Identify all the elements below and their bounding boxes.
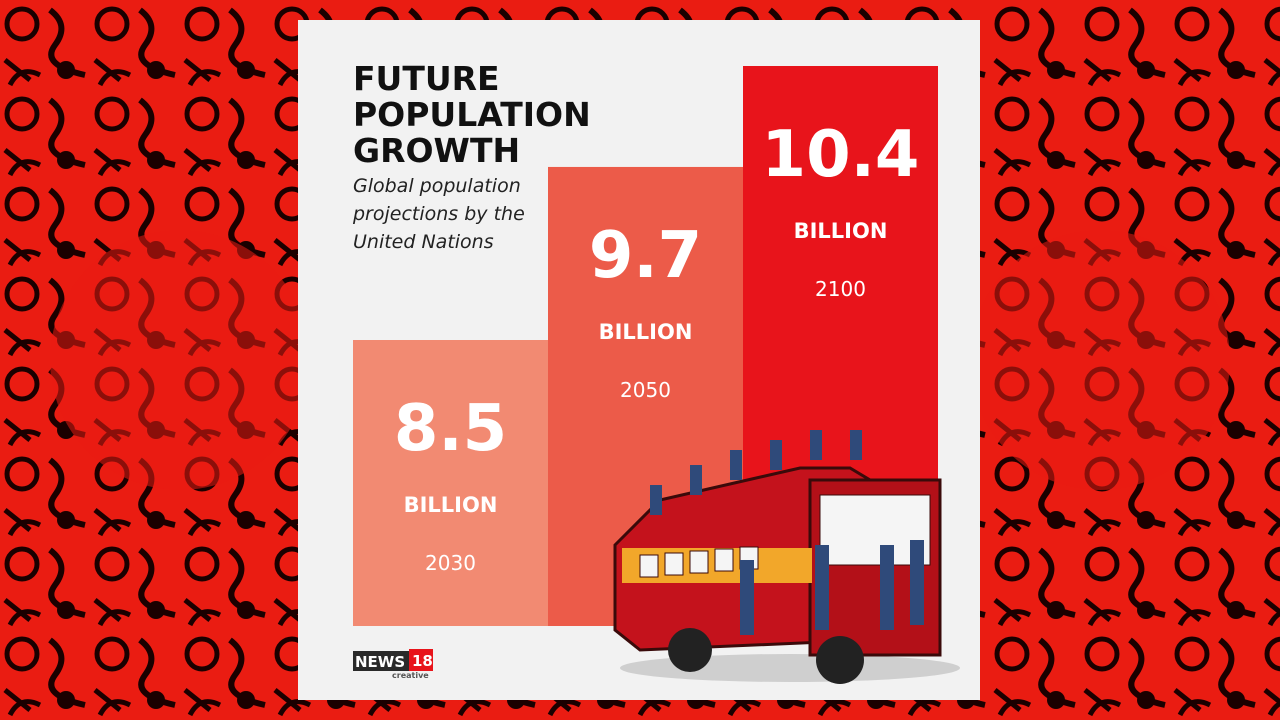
bar [353, 340, 548, 626]
value-label: 9.7 [589, 219, 702, 293]
category-label: 2030 [425, 551, 476, 575]
logo-number: 18 [412, 652, 433, 670]
chart-subtitle: Global population projections by the Unite… [352, 175, 525, 253]
logo: NEWS 18 creative [353, 649, 433, 680]
unit-label: BILLION [599, 320, 693, 344]
category-label: 2100 [815, 277, 866, 301]
value-label: 10.4 [762, 118, 920, 192]
logo-brand: NEWS [355, 653, 405, 671]
background-disc [970, 230, 1230, 490]
bus-illustration [613, 430, 960, 684]
logo-tagline: creative [392, 671, 429, 680]
value-label: 8.5 [394, 392, 507, 466]
unit-label: BILLION [794, 219, 888, 243]
chart-title: FUTURE POPULATION GROWTH [353, 59, 591, 170]
category-label: 2050 [620, 378, 671, 402]
background-disc [50, 230, 310, 490]
unit-label: BILLION [404, 493, 498, 517]
